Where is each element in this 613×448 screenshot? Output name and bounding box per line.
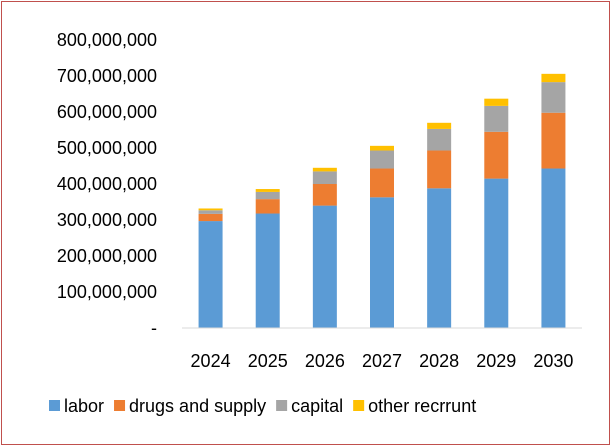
bar-segment-other-recrrunt-2027 [370,145,394,151]
bar-segment-other-recrrunt-2030 [541,73,566,83]
bar-segment-labor-2027 [370,197,394,328]
bar-segment-other-recrrunt-2026 [312,167,337,172]
bar-segment-capital-2029 [484,105,509,132]
bar-segment-other-recrrunt-2024 [198,208,223,211]
legend-swatch-other-recrrunt [353,400,365,411]
bar-segment-capital-2028 [427,128,452,151]
legend-swatch-capital [276,400,288,411]
y-tick-label: - [151,318,157,338]
y-tick-label: 100,000,000 [57,282,157,302]
bar-segment-drugs-and-supply-2028 [427,150,452,189]
y-tick-label: 400,000,000 [57,174,157,194]
bar-segment-labor-2028 [427,188,452,328]
legend-label-drugs-and-supply: drugs and supply [129,396,266,416]
bar-segment-other-recrrunt-2025 [255,189,280,192]
x-tick-label: 2029 [476,351,516,371]
bar-segment-drugs-and-supply-2030 [541,112,566,169]
bar-segment-capital-2027 [370,150,394,169]
legend-label-other-recrrunt: other recrrunt [368,396,476,416]
x-axis: 2024 2025 2026 2027 2028 2029 2030 [191,351,574,371]
bar-segment-capital-2025 [255,191,280,200]
bar-segment-drugs-and-supply-2024 [198,213,223,222]
legend: labor drugs and supply capital other recrru… [49,396,476,416]
y-tick-label: 700,000,000 [57,66,157,86]
x-tick-label: 2027 [362,351,402,371]
y-tick-label: 600,000,000 [57,102,157,122]
bar-segment-drugs-and-supply-2029 [484,131,509,179]
x-tick-label: 2030 [533,351,573,371]
y-axis: - 100,000,000 200,000,000 300,000,000 400,00… [57,30,157,338]
bar-segment-other-recrrunt-2028 [427,122,452,129]
x-tick-label: 2026 [305,351,345,371]
x-tick-label: 2025 [248,351,288,371]
bar-segment-capital-2030 [541,82,566,113]
legend-swatch-drugs-and-supply [114,400,126,411]
x-tick-label: 2024 [191,351,231,371]
bar-segment-other-recrrunt-2029 [484,98,509,106]
bar-segment-capital-2024 [198,210,223,214]
y-tick-label: 200,000,000 [57,246,157,266]
bar-segment-labor-2029 [484,178,509,328]
bar-segment-capital-2026 [312,171,337,184]
legend-swatch-labor [49,400,60,411]
legend-label-labor: labor [64,396,104,416]
bar-segment-labor-2030 [541,168,566,328]
bar-segment-drugs-and-supply-2025 [255,199,280,214]
legend-label-capital: capital [291,396,343,416]
bar-segment-labor-2025 [255,213,280,328]
bar-segment-labor-2024 [198,221,223,328]
bar-segment-labor-2026 [312,205,337,328]
y-tick-label: 300,000,000 [57,210,157,230]
x-tick-label: 2028 [419,351,459,371]
bar-segment-drugs-and-supply-2027 [370,168,394,198]
bar-segment-drugs-and-supply-2026 [312,184,337,206]
bars-group [198,73,566,328]
y-tick-label: 500,000,000 [57,138,157,158]
y-tick-label: 800,000,000 [57,30,157,50]
